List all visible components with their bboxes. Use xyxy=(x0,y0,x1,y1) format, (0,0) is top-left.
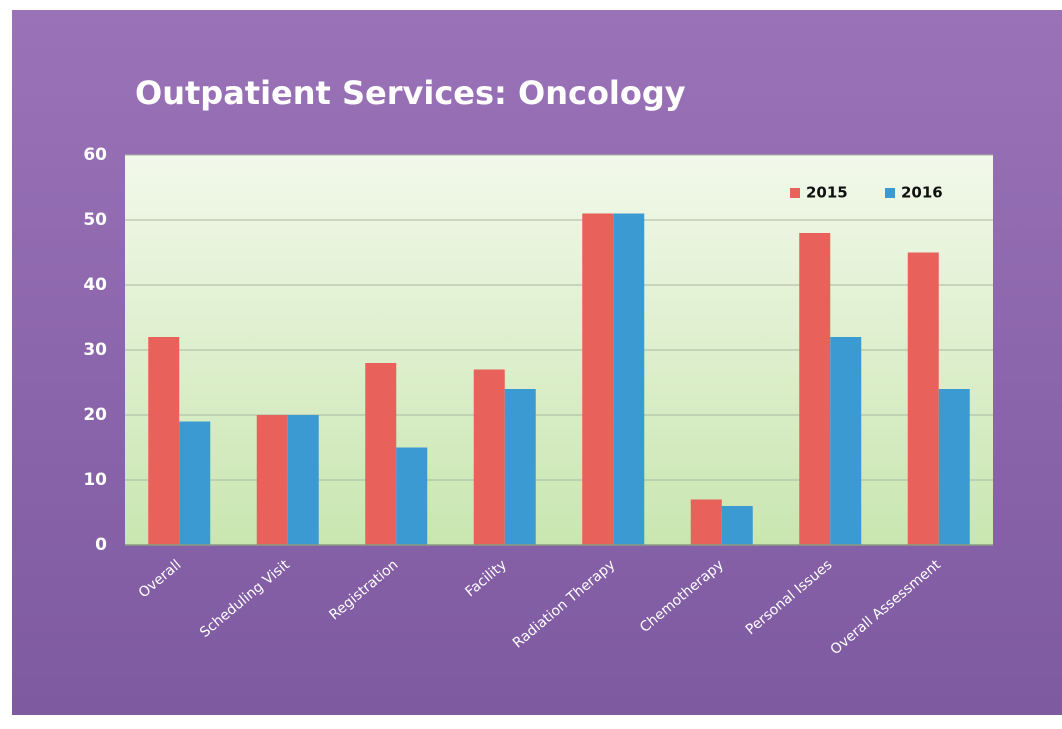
bar xyxy=(287,415,319,545)
y-tick-label: 0 xyxy=(95,535,107,555)
bar xyxy=(690,499,722,545)
y-tick-label: 50 xyxy=(83,210,107,230)
legend-swatch xyxy=(790,188,800,198)
bar xyxy=(179,421,211,545)
y-tick-label: 20 xyxy=(83,405,107,425)
legend-label: 2015 xyxy=(806,184,848,202)
y-tick-label: 40 xyxy=(83,275,107,295)
bar xyxy=(148,337,180,545)
bar xyxy=(721,506,753,545)
legend-label: 2016 xyxy=(901,184,943,202)
legend-swatch xyxy=(885,188,895,198)
bar xyxy=(365,363,397,545)
bar xyxy=(256,415,288,545)
y-tick-label: 60 xyxy=(83,145,107,165)
chart-title: Outpatient Services: Oncology xyxy=(135,74,686,112)
bar xyxy=(582,213,614,545)
bar xyxy=(830,337,862,545)
bar xyxy=(938,389,970,545)
bar xyxy=(613,213,645,545)
bar xyxy=(907,252,939,545)
bar xyxy=(504,389,536,545)
bar xyxy=(799,233,831,545)
bar xyxy=(473,369,505,545)
bar xyxy=(396,447,428,545)
y-tick-label: 30 xyxy=(83,340,107,360)
y-tick-label: 10 xyxy=(83,470,107,490)
